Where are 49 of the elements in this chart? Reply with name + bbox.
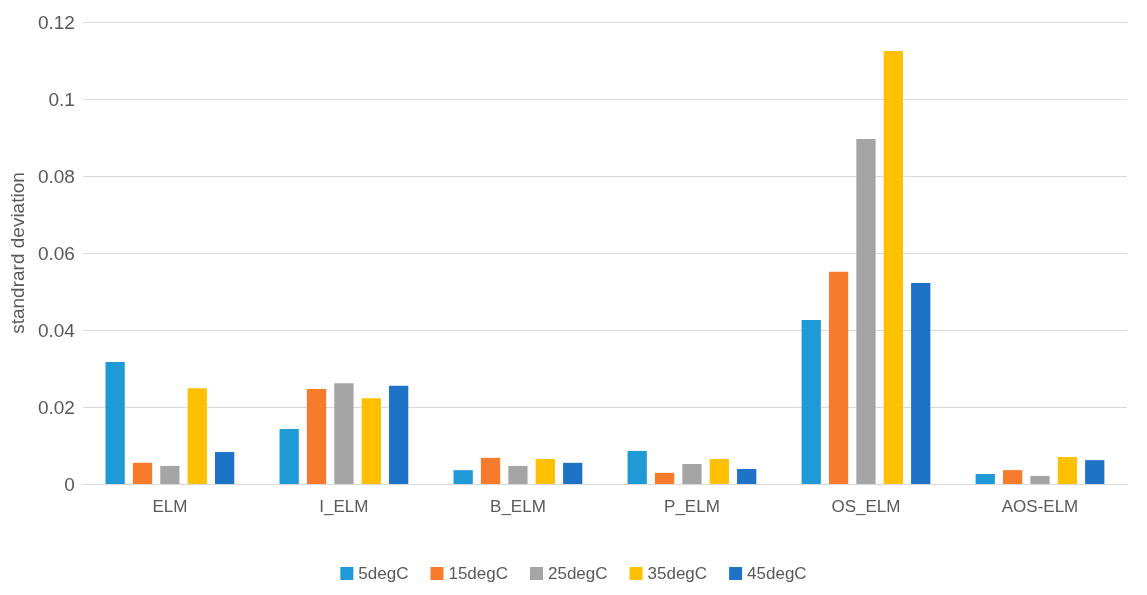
bar — [1030, 475, 1050, 484]
y-axis-title: standrard deviation — [7, 172, 28, 334]
bar — [453, 470, 473, 484]
x-tick-label: P_ELM — [664, 497, 720, 516]
bar — [975, 473, 995, 484]
bar — [361, 398, 381, 484]
legend-label: 25degC — [548, 564, 608, 583]
bar — [508, 465, 528, 484]
x-tick-label: B_ELM — [490, 497, 546, 516]
bar — [682, 463, 702, 484]
y-tick-label: 0.06 — [37, 242, 75, 264]
bar — [215, 452, 235, 484]
y-tick-label: 0.12 — [37, 11, 75, 33]
bar — [1002, 470, 1023, 484]
legend-label: 45degC — [747, 564, 807, 583]
bar — [856, 139, 876, 484]
x-tick-label: ELM — [152, 497, 188, 516]
bar — [187, 388, 207, 484]
x-tick-label: AOS-ELM — [1001, 497, 1079, 516]
y-tick-label: 0.02 — [37, 396, 75, 418]
y-tick-label: 0 — [64, 473, 75, 495]
legend-label: 35degC — [647, 564, 708, 583]
x-tick-label: I_ELM — [319, 497, 369, 516]
bar — [883, 50, 903, 484]
bar — [828, 271, 849, 484]
legend-label: 5degC — [358, 564, 409, 583]
bar — [480, 457, 501, 484]
bar — [1085, 460, 1105, 484]
bar — [334, 383, 354, 484]
bar — [389, 385, 409, 484]
bar — [160, 465, 180, 484]
bar — [627, 450, 647, 484]
x-tick-label: OS_ELM — [831, 497, 901, 516]
legend-label: 15degC — [448, 564, 509, 583]
y-tick-label: 0.08 — [37, 165, 75, 187]
bar — [911, 283, 931, 484]
bar — [801, 319, 821, 484]
bar — [737, 468, 757, 484]
bar — [1057, 457, 1077, 484]
y-tick-label: 0.1 — [48, 88, 75, 110]
y-tick-label: 0.04 — [37, 319, 76, 341]
bar — [709, 458, 729, 484]
bar — [563, 462, 583, 484]
bar — [132, 462, 153, 484]
bar — [279, 428, 299, 484]
bar — [535, 458, 555, 484]
bar — [306, 388, 327, 484]
bar — [105, 361, 125, 484]
bar — [654, 472, 675, 484]
